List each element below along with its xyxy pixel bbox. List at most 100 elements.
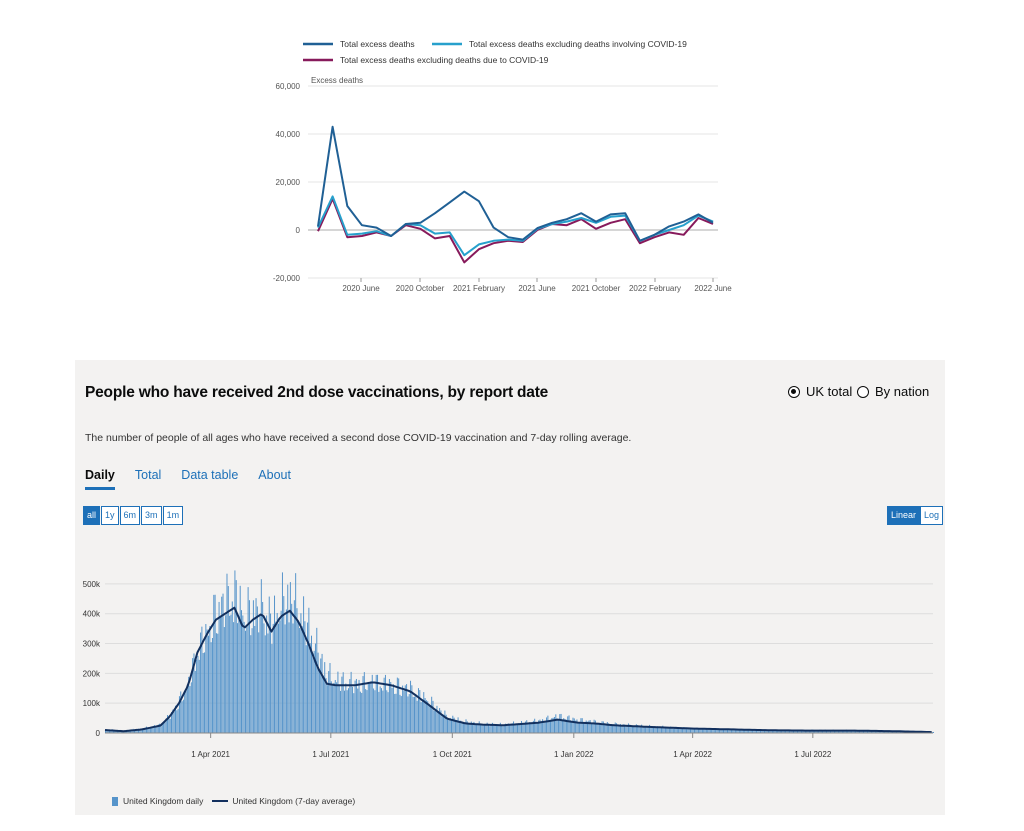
daily-bar <box>390 681 392 733</box>
card-title: People who have received 2nd dose vaccin… <box>85 384 549 401</box>
daily-bar <box>145 726 147 733</box>
daily-bar <box>267 633 269 733</box>
daily-bar <box>275 621 277 733</box>
tab-total[interactable]: Total <box>134 468 162 482</box>
daily-bar <box>235 580 237 733</box>
range-1y-button[interactable]: 1y <box>101 506 119 525</box>
tab-data-table[interactable]: Data table <box>181 468 239 482</box>
daily-bar <box>168 718 170 733</box>
daily-bar <box>149 727 151 733</box>
daily-bar <box>503 724 505 733</box>
daily-bar <box>287 584 289 733</box>
daily-bar <box>856 730 858 733</box>
daily-bar <box>674 727 676 733</box>
daily-bar <box>326 685 328 733</box>
daily-bar <box>271 644 273 733</box>
daily-bar <box>861 730 863 733</box>
daily-bar <box>513 721 515 733</box>
daily-bar <box>421 700 423 733</box>
daily-bar <box>933 731 934 733</box>
daily-bar <box>138 728 139 733</box>
daily-bar <box>517 724 519 733</box>
daily-bar <box>383 677 385 733</box>
daily-bar <box>576 719 578 733</box>
range-3m-button[interactable]: 3m <box>141 506 162 525</box>
excess-deaths-chart: 60,000 40,000 20,000 0 -20,000 Excess deaths 2… <box>0 0 1024 300</box>
daily-bar <box>256 606 258 733</box>
daily-bar <box>506 725 508 733</box>
daily-bar <box>487 724 489 733</box>
daily-bar <box>554 717 555 733</box>
x-tick-label: 1 Apr 2021 <box>191 750 230 759</box>
daily-bar <box>828 730 830 733</box>
daily-bar <box>377 674 379 733</box>
range-1m-button[interactable]: 1m <box>162 506 184 525</box>
daily-bar <box>761 730 763 733</box>
daily-bar <box>139 729 141 733</box>
range-6m-button[interactable]: 6m <box>119 506 141 525</box>
daily-bar <box>494 724 496 733</box>
daily-bar <box>627 723 629 733</box>
daily-bar <box>402 685 404 733</box>
scale-linear-button[interactable]: Linear <box>887 506 921 525</box>
daily-bar <box>585 720 587 733</box>
daily-bar <box>362 676 364 733</box>
daily-bar <box>336 682 338 733</box>
daily-bar <box>552 717 554 733</box>
daily-bar <box>441 716 443 733</box>
daily-bar <box>244 630 246 733</box>
daily-bar <box>621 725 623 733</box>
daily-bar <box>297 621 299 733</box>
daily-bar <box>602 721 604 733</box>
uk-total-radio[interactable]: UK total <box>788 384 852 399</box>
tab-daily[interactable]: Daily <box>85 468 115 490</box>
daily-bar <box>711 729 713 733</box>
daily-bar <box>316 627 318 733</box>
daily-bar <box>247 587 249 733</box>
daily-bar <box>252 600 254 733</box>
x-tick-label: 2021 October <box>572 284 621 293</box>
daily-bar <box>587 721 588 733</box>
daily-bar <box>737 729 739 733</box>
range-all-button[interactable]: all <box>83 506 101 525</box>
daily-bar <box>136 729 138 733</box>
daily-bar <box>522 723 524 733</box>
x-tick-label: 1 Jan 2022 <box>554 750 594 759</box>
by-nation-radio[interactable]: By nation <box>857 384 929 399</box>
tab-about[interactable]: About <box>258 468 291 482</box>
daily-bar <box>590 723 592 733</box>
daily-bar <box>371 674 373 733</box>
daily-bar <box>815 730 817 733</box>
daily-bar <box>157 724 159 733</box>
daily-bar <box>314 643 316 733</box>
daily-bar <box>278 623 279 733</box>
daily-bar <box>524 721 526 733</box>
x-tick-label: 1 Jul 2021 <box>312 750 349 759</box>
daily-bar <box>439 708 441 733</box>
daily-bar <box>724 729 726 733</box>
daily-bar <box>428 705 430 733</box>
daily-bar <box>505 723 507 733</box>
daily-bar <box>299 627 301 733</box>
daily-bar <box>789 730 791 733</box>
daily-bar <box>849 730 851 733</box>
daily-bar <box>219 616 221 733</box>
daily-bar <box>128 730 130 733</box>
x-tick-label: 2021 February <box>453 284 505 293</box>
daily-bar <box>427 701 429 733</box>
vaccination-card: People who have received 2nd dose vaccin… <box>75 360 945 815</box>
daily-bar <box>304 621 306 733</box>
daily-bar <box>697 728 699 733</box>
daily-bar <box>684 728 686 733</box>
daily-bar <box>295 573 297 733</box>
daily-bar <box>597 723 599 733</box>
daily-bar <box>699 729 701 733</box>
scale-log-button[interactable]: Log <box>920 506 944 525</box>
daily-bar <box>436 705 438 733</box>
daily-bar <box>218 601 220 733</box>
daily-bar <box>274 595 276 733</box>
daily-bar <box>291 603 293 733</box>
daily-bar <box>399 694 401 733</box>
daily-bar <box>407 696 409 733</box>
daily-bar <box>473 721 475 733</box>
